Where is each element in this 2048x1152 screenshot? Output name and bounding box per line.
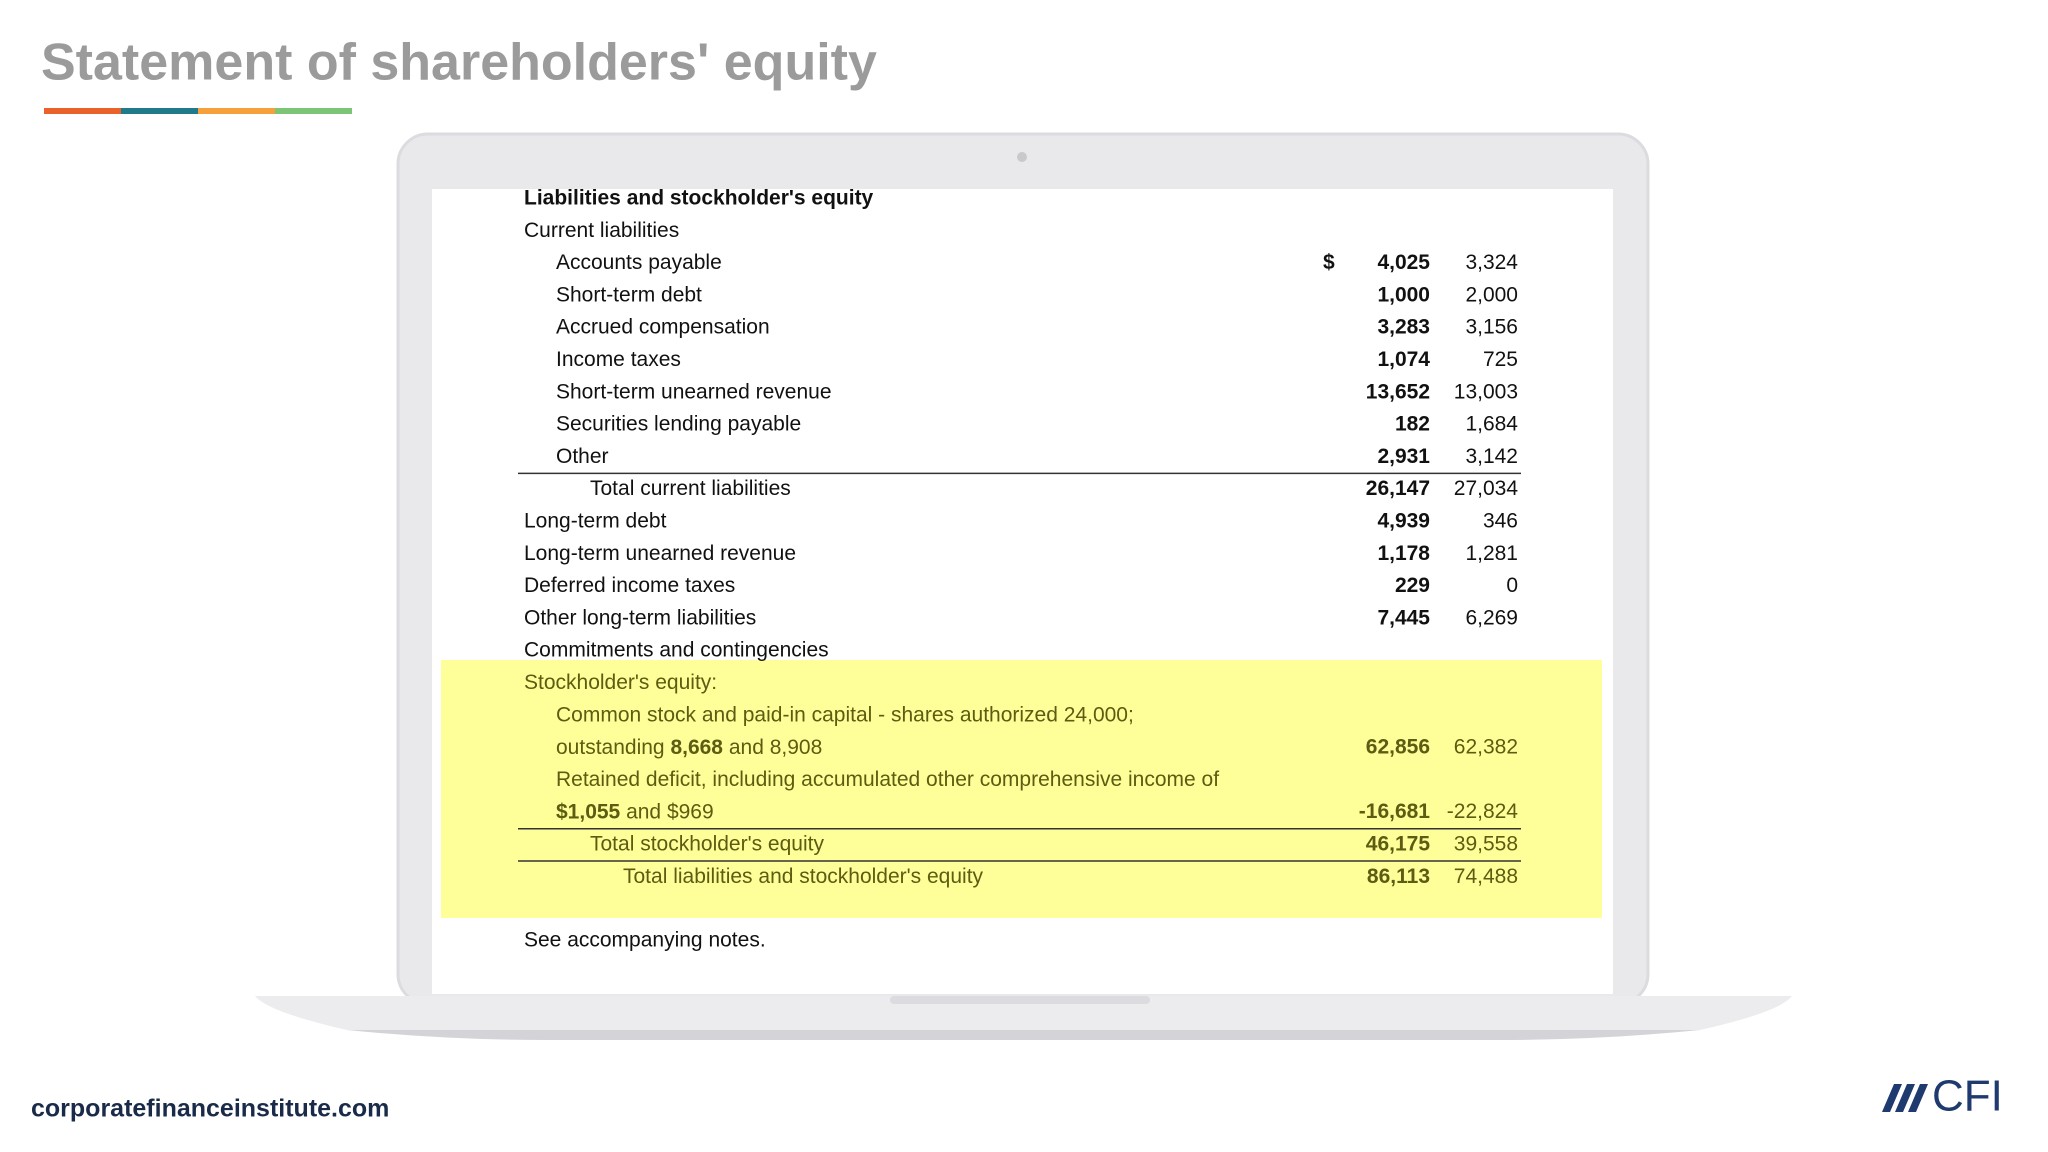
prior-value: 1,281 xyxy=(1465,542,1518,565)
row-label: Short-term unearned revenue xyxy=(556,380,832,403)
row-label: Short-term debt xyxy=(556,283,702,306)
prior-value: -22,824 xyxy=(1447,800,1519,823)
prior-value: 62,382 xyxy=(1454,736,1518,759)
current-value: 2,931 xyxy=(1377,445,1430,468)
row-label: Income taxes xyxy=(556,348,681,371)
logo-text: CFI xyxy=(1932,1072,2003,1121)
currency-symbol: $ xyxy=(1323,251,1335,274)
prior-value: 2,000 xyxy=(1465,283,1518,306)
current-value: 182 xyxy=(1395,413,1430,436)
row-label: Securities lending payable xyxy=(556,413,801,436)
row-label: outstanding 8,668 and 8,908 xyxy=(556,736,822,759)
label-part: 8,668 xyxy=(670,736,723,759)
current-value: 62,856 xyxy=(1366,736,1430,759)
prior-value: 27,034 xyxy=(1454,477,1519,500)
row-label: Deferred income taxes xyxy=(524,574,735,597)
table-title: Liabilities and stockholder's equity xyxy=(524,187,874,210)
current-value: 229 xyxy=(1395,574,1430,597)
row-label: Common stock and paid-in capital - share… xyxy=(556,703,1134,726)
row-label: Stockholder's equity: xyxy=(524,671,717,694)
label-part: $1,055 xyxy=(556,800,621,823)
row-label: Total current liabilities xyxy=(590,477,791,500)
current-value: 86,113 xyxy=(1367,865,1430,888)
laptop-base xyxy=(255,996,1792,1030)
accent-bar xyxy=(44,108,121,114)
laptop-base-shadow xyxy=(347,1030,1700,1040)
prior-value: 3,156 xyxy=(1465,316,1518,339)
current-value: 1,178 xyxy=(1377,542,1430,565)
current-value: 13,652 xyxy=(1366,380,1430,403)
prior-value: 6,269 xyxy=(1465,606,1518,629)
current-value: 7,445 xyxy=(1377,606,1430,629)
row-label: Accounts payable xyxy=(556,251,722,274)
row-label: Total liabilities and stockholder's equi… xyxy=(623,865,984,888)
current-value: 4,025 xyxy=(1377,251,1430,274)
current-value: -16,681 xyxy=(1359,800,1431,823)
camera xyxy=(1017,152,1027,162)
row-label: Total stockholder's equity xyxy=(590,833,824,856)
row-label: Accrued compensation xyxy=(556,316,770,339)
row-label: Current liabilities xyxy=(524,219,679,242)
current-value: 1,000 xyxy=(1377,283,1430,306)
slide-title: Statement of shareholders' equity xyxy=(41,34,877,92)
row-label: Other xyxy=(556,445,609,468)
current-value: 4,939 xyxy=(1377,510,1430,533)
website: corporatefinanceinstitute.com xyxy=(31,1095,389,1123)
logo-mark xyxy=(1882,1084,1928,1112)
prior-value: 346 xyxy=(1483,510,1518,533)
prior-value: 0 xyxy=(1506,574,1518,597)
current-value: 1,074 xyxy=(1377,348,1430,371)
accent-bar xyxy=(198,108,275,114)
current-value: 46,175 xyxy=(1366,833,1431,856)
label-part: outstanding xyxy=(556,736,670,759)
table-note: See accompanying notes. xyxy=(524,929,766,952)
current-value: 26,147 xyxy=(1366,477,1430,500)
row-label: Retained deficit, including accumulated … xyxy=(556,768,1219,791)
current-value: 3,283 xyxy=(1377,316,1430,339)
prior-value: 725 xyxy=(1483,348,1518,371)
prior-value: 39,558 xyxy=(1454,833,1518,856)
row-label: Other long-term liabilities xyxy=(524,606,756,629)
label-part: and 8,908 xyxy=(723,736,822,759)
prior-value: 1,684 xyxy=(1465,413,1518,436)
prior-value: 13,003 xyxy=(1454,380,1518,403)
row-label: Commitments and contingencies xyxy=(524,639,829,662)
prior-value: 3,324 xyxy=(1465,251,1518,274)
label-part: and $969 xyxy=(620,800,713,823)
row-label: Long-term debt xyxy=(524,510,667,533)
highlight xyxy=(441,660,1602,918)
prior-value: 3,142 xyxy=(1465,445,1518,468)
prior-value: 74,488 xyxy=(1454,865,1518,888)
laptop-notch xyxy=(890,996,1150,1004)
row-label: $1,055 and $969 xyxy=(556,800,714,823)
row-label: Long-term unearned revenue xyxy=(524,542,796,565)
accent-bar xyxy=(275,108,352,114)
accent-bar xyxy=(121,108,198,114)
